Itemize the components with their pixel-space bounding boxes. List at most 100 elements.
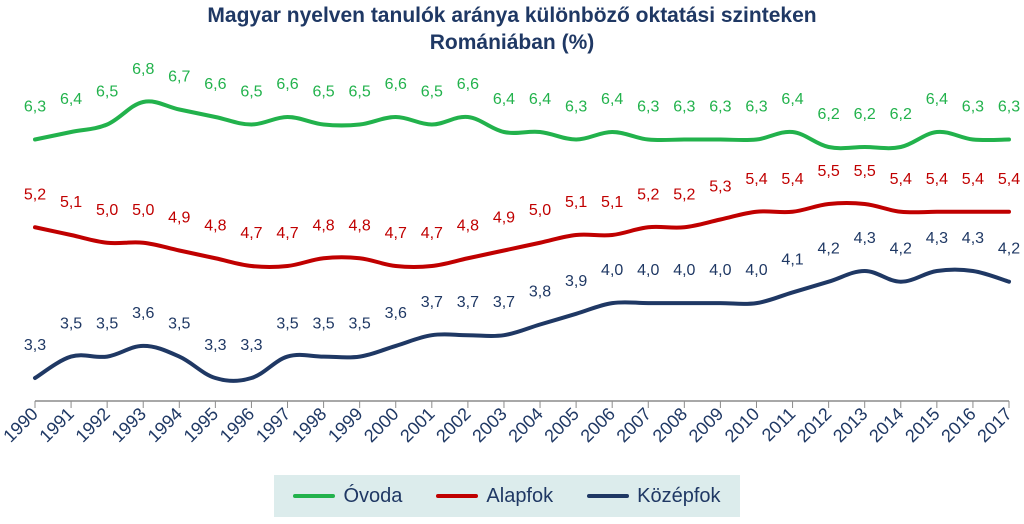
x-tick-label: 1992 xyxy=(72,404,114,446)
x-tick-label: 1994 xyxy=(144,404,186,446)
x-tick-label: 2009 xyxy=(685,404,727,446)
x-tick-label: 2008 xyxy=(649,404,691,446)
data-label: 6,4 xyxy=(601,91,623,108)
x-tick-label: 1995 xyxy=(180,404,222,446)
chart-title-line1: Magyar nyelven tanulók aránya különböző … xyxy=(207,4,817,27)
data-label: 6,5 xyxy=(96,84,118,101)
data-label: 6,6 xyxy=(204,76,226,93)
data-label: 6,5 xyxy=(240,84,262,101)
data-label: 4,0 xyxy=(637,262,659,279)
data-label: 4,3 xyxy=(854,230,876,247)
data-label: 6,3 xyxy=(709,99,731,116)
data-label: 5,5 xyxy=(818,163,840,180)
data-label: 5,0 xyxy=(96,202,118,219)
data-label: 3,5 xyxy=(276,316,298,333)
data-label: 6,4 xyxy=(529,91,551,108)
data-label: 6,6 xyxy=(385,76,407,93)
x-tick-label: 2003 xyxy=(468,404,510,446)
data-label: 6,7 xyxy=(168,69,190,86)
x-tick-label: 2016 xyxy=(937,404,979,446)
series-line-középfok xyxy=(33,267,1011,383)
x-tick-label: 2013 xyxy=(829,404,871,446)
series-line-alapfok xyxy=(33,200,1011,270)
data-label: 4,0 xyxy=(745,262,767,279)
data-label: 4,7 xyxy=(421,225,443,242)
x-tick-label: 2012 xyxy=(793,404,835,446)
chart-title: Magyar nyelven tanulók aránya különböző … xyxy=(0,2,1024,56)
data-label: 5,4 xyxy=(781,171,803,188)
x-tick-label: 2010 xyxy=(721,404,763,446)
data-label: 4,8 xyxy=(204,217,226,234)
data-label: 4,3 xyxy=(926,230,948,247)
data-label: 6,3 xyxy=(565,99,587,116)
x-tick-label: 2007 xyxy=(613,404,655,446)
data-label: 4,0 xyxy=(673,262,695,279)
data-label: 5,4 xyxy=(926,171,948,188)
data-label: 6,5 xyxy=(312,84,334,101)
data-label: 3,6 xyxy=(132,305,154,322)
data-label: 5,2 xyxy=(673,186,695,203)
x-tick-label: 1997 xyxy=(252,404,294,446)
data-label: 5,1 xyxy=(60,194,82,211)
x-tick-label: 2002 xyxy=(432,404,474,446)
data-label: 3,5 xyxy=(312,316,334,333)
data-label: 5,1 xyxy=(601,194,623,211)
data-label: 3,6 xyxy=(385,305,407,322)
data-label: 6,4 xyxy=(60,91,82,108)
data-label: 6,3 xyxy=(745,99,767,116)
x-tick-label: 2004 xyxy=(504,404,546,446)
data-label: 5,5 xyxy=(854,163,876,180)
x-tick-label: 1991 xyxy=(35,404,77,446)
data-label: 3,5 xyxy=(60,316,82,333)
data-label: 3,9 xyxy=(565,273,587,290)
legend-item-ovoda: Óvoda xyxy=(293,485,402,508)
data-label: 5,2 xyxy=(637,186,659,203)
data-label: 5,4 xyxy=(745,171,767,188)
data-label: 5,0 xyxy=(132,202,154,219)
x-tick-label: 2000 xyxy=(360,404,402,446)
chart-title-line2: Romániában (%) xyxy=(429,31,595,54)
data-label: 5,4 xyxy=(962,171,984,188)
data-label: 4,2 xyxy=(998,241,1020,258)
data-label: 3,3 xyxy=(24,337,46,354)
data-label: 6,3 xyxy=(962,99,984,116)
data-label: 3,3 xyxy=(204,337,226,354)
data-label: 4,9 xyxy=(168,210,190,227)
data-label: 4,0 xyxy=(601,262,623,279)
x-tick-label: 1999 xyxy=(324,404,366,446)
x-tick-label: 2005 xyxy=(540,404,582,446)
legend-swatch-kozepfok xyxy=(587,494,630,498)
data-label: 5,1 xyxy=(565,194,587,211)
data-label: 5,4 xyxy=(890,171,912,188)
data-label: 6,6 xyxy=(457,76,479,93)
data-label: 3,7 xyxy=(421,294,443,311)
data-label: 6,3 xyxy=(24,99,46,116)
x-tick-label: 2014 xyxy=(865,404,907,446)
data-label: 6,2 xyxy=(818,106,840,123)
data-label: 6,4 xyxy=(493,91,515,108)
data-label: 6,2 xyxy=(854,106,876,123)
x-tick-label: 1998 xyxy=(288,404,330,446)
data-label: 3,5 xyxy=(349,316,371,333)
data-label: 6,3 xyxy=(637,99,659,116)
x-tick-label: 2015 xyxy=(901,404,943,446)
legend-label-ovoda: Óvoda xyxy=(343,484,403,507)
data-label: 3,5 xyxy=(96,316,118,333)
data-label: 5,3 xyxy=(709,179,731,196)
legend: Óvoda Alapfok Középfok xyxy=(274,475,740,517)
series-line-óvoda xyxy=(33,99,1011,151)
data-label: 6,8 xyxy=(132,61,154,78)
data-label: 4,9 xyxy=(493,210,515,227)
data-label: 4,0 xyxy=(709,262,731,279)
x-tick-label: 1996 xyxy=(216,404,258,446)
data-label: 4,3 xyxy=(962,230,984,247)
data-label: 6,3 xyxy=(673,99,695,116)
data-label: 3,3 xyxy=(240,337,262,354)
data-label: 4,2 xyxy=(818,241,840,258)
data-label: 4,7 xyxy=(385,225,407,242)
data-label: 6,4 xyxy=(926,91,948,108)
line-chart: 1990199119921993199419951996199719981999… xyxy=(0,61,1020,446)
data-label: 6,5 xyxy=(421,84,443,101)
data-label: 3,8 xyxy=(529,284,551,301)
x-tick-label: 1993 xyxy=(108,404,150,446)
